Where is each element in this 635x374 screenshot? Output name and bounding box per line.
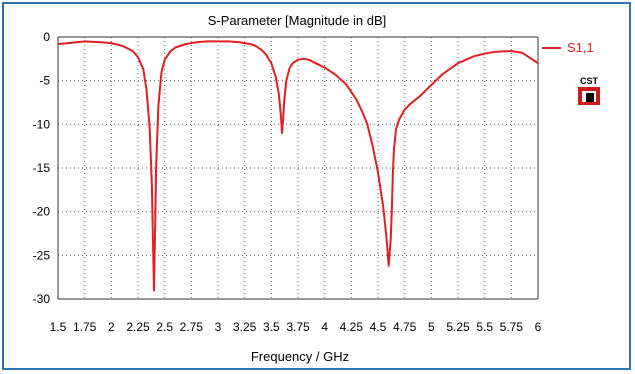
x-tick-label: 4 xyxy=(321,320,328,334)
x-tick-label: 3.75 xyxy=(286,320,310,334)
legend[interactable]: S1,1 xyxy=(542,40,594,55)
x-tick-label: 4.5 xyxy=(370,320,387,334)
x-tick-label: 3.25 xyxy=(233,320,257,334)
x-tick-label: 2.75 xyxy=(180,320,204,334)
cst-logo: CST xyxy=(578,76,600,105)
y-tick-label: -10 xyxy=(33,117,51,131)
x-tick-label: 3 xyxy=(215,320,222,334)
tick-labels: 1.5 1.75 2 2.25 2.5 2.75 3 3.25 3.5 3.75 4 4.25 4.5 4… xyxy=(33,30,542,334)
legend-label-s11: S1,1 xyxy=(567,40,594,55)
axes xyxy=(57,36,539,300)
x-tick-label: 2.25 xyxy=(126,320,150,334)
y-tick-label: -15 xyxy=(33,161,51,175)
x-tick-label: 6 xyxy=(535,320,542,334)
chart: S-Parameter [Magnitude in dB] 1.5 1.75 2 2.… xyxy=(33,13,600,364)
x-tick-label: 5.25 xyxy=(446,320,470,334)
y-tick-label: 0 xyxy=(43,30,50,44)
y-tick-label: -20 xyxy=(33,205,51,219)
chart-frame: S-Parameter [Magnitude in dB] 1.5 1.75 2 2.… xyxy=(2,2,631,370)
y-tick-label: -30 xyxy=(33,292,51,306)
x-tick-label: 1.5 xyxy=(50,320,67,334)
cst-logo-text: CST xyxy=(580,76,599,86)
x-tick-label: 1.75 xyxy=(73,320,97,334)
x-tick-label: 5.5 xyxy=(476,320,493,334)
x-tick-label: 2.5 xyxy=(156,320,173,334)
x-tick-label: 3.5 xyxy=(263,320,280,334)
series-line-s11 xyxy=(57,40,539,292)
grid xyxy=(58,37,538,299)
x-tick-label: 2 xyxy=(108,320,115,334)
x-tick-label: 4.75 xyxy=(393,320,417,334)
x-tick-label: 4.25 xyxy=(340,320,364,334)
x-tick-label: 5.75 xyxy=(500,320,524,334)
x-tick-label: 5 xyxy=(428,320,435,334)
y-tick-label: -5 xyxy=(39,74,50,88)
cst-logo-mark xyxy=(586,93,594,102)
x-axis-label: Frequency / GHz xyxy=(251,349,349,364)
series-layer xyxy=(57,40,539,292)
y-tick-label: -25 xyxy=(33,248,51,262)
chart-title: S-Parameter [Magnitude in dB] xyxy=(208,13,386,28)
